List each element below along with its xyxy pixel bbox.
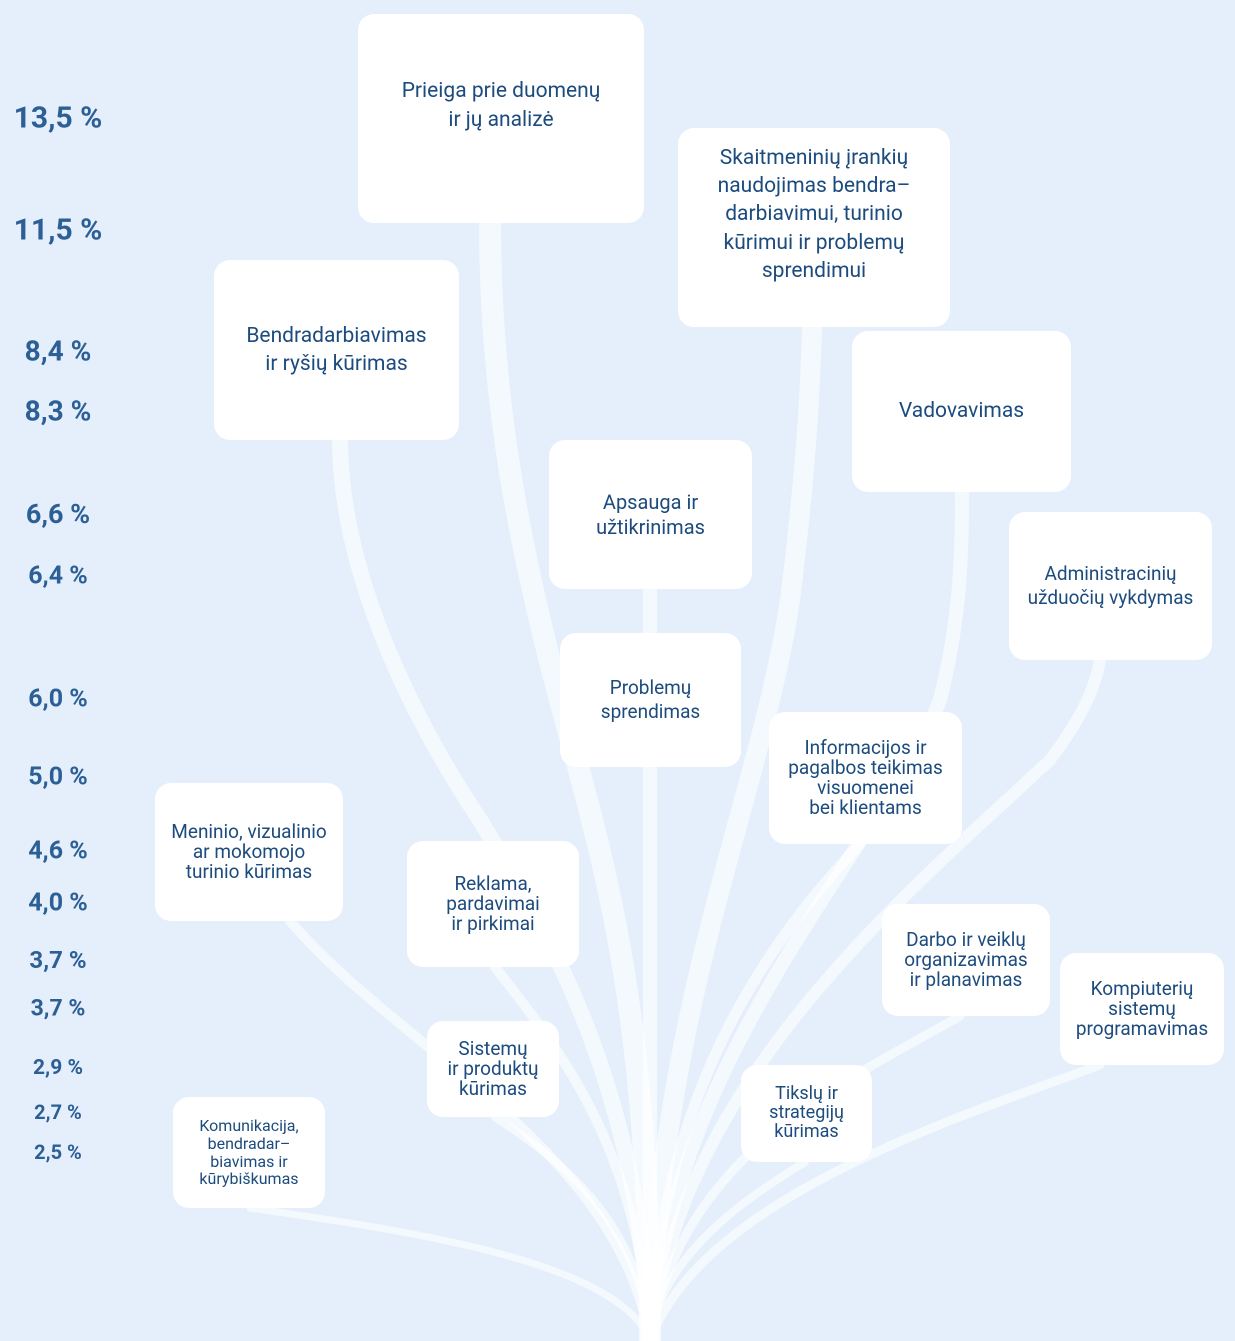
skill-box: Darbo ir veiklų organizavimas ir planavi… (882, 904, 1050, 1016)
skill-box: Reklama, pardavimai ir pirkimai (407, 841, 579, 967)
skill-box: Vadovavimas (852, 331, 1071, 492)
skill-box: Sistemų ir produktų kūrimas (427, 1021, 559, 1117)
percentage-label: 2,7 % (34, 1100, 82, 1124)
percentage-label: 2,9 % (32, 1056, 83, 1080)
percentage-label: 5,0 % (28, 762, 88, 792)
skill-box: Apsauga ir užtikrinimas (549, 440, 752, 589)
skill-box: Komunikacija, bendradar– biavimas ir kūr… (173, 1097, 325, 1208)
percentage-label: 4,0 % (28, 888, 88, 918)
skill-box: Bendradarbiavimas ir ryšių kūrimas (214, 260, 459, 440)
percentage-label: 6,4 % (28, 561, 88, 591)
percentage-label: 6,6 % (25, 498, 91, 530)
percentage-label: 8,3 % (24, 394, 92, 428)
percentage-label: 4,6 % (28, 836, 88, 866)
percentage-label: 8,4 % (24, 334, 92, 368)
percentage-label: 3,7 % (29, 946, 87, 974)
skill-box: Administracinių užduočių vykdymas (1009, 512, 1212, 660)
skill-box: Prieiga prie duomenų ir jų analizė (358, 14, 644, 223)
percentage-label: 3,7 % (30, 994, 86, 1022)
skill-box: Kompiuterių sistemų programavimas (1060, 953, 1224, 1065)
percentage-label: 13,5 % (13, 100, 103, 136)
percentage-label: 11,5 % (13, 212, 103, 248)
skill-box: Meninio, vizualinio ar mokomojo turinio … (155, 783, 343, 921)
branches (246, 212, 1106, 1341)
percentage-label: 2,5 % (34, 1140, 82, 1164)
skill-box: Informacijos ir pagalbos teikimas visuom… (769, 712, 962, 844)
percentage-label: 6,0 % (28, 684, 88, 714)
skill-box: Problemų sprendimas (560, 633, 741, 767)
skill-box: Tikslų ir strategijų kūrimas (741, 1065, 872, 1162)
skill-box: Skaitmeninių įrankių naudojimas bendra– … (678, 128, 950, 327)
